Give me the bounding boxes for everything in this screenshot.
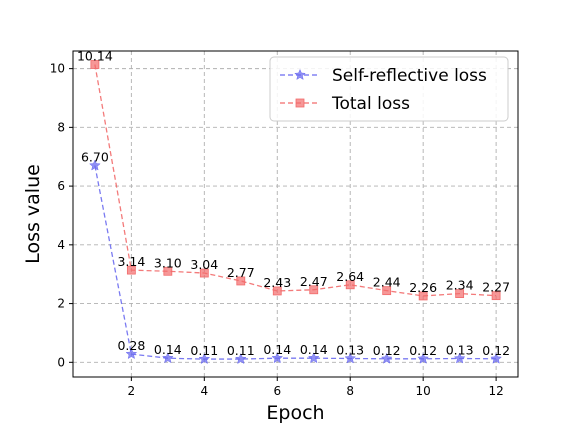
data-point-total-loss: [199, 268, 209, 278]
data-label-self-reflective-loss: 0.14: [300, 342, 328, 357]
data-label-self-reflective-loss: 0.14: [263, 342, 291, 357]
data-point-total-loss: [455, 289, 465, 298]
data-point-total-loss: [236, 276, 246, 286]
data-point-total-loss: [163, 266, 173, 276]
tick-layer: 2 4 6 8 10 12 0 2 4 6 8 10: [50, 62, 504, 398]
data-label-layer: 6.70 0.28 0.14 0.11 0.11 0.14 0.14 0.13 0.12 0.12…: [77, 49, 510, 359]
data-point-total-loss: [418, 291, 428, 301]
data-point-self-reflective-loss: [307, 352, 320, 364]
data-label-total-loss: 3.04: [190, 257, 218, 272]
data-label-self-reflective-loss: 0.11: [227, 343, 255, 358]
data-point-total-loss: [90, 60, 100, 69]
data-label-self-reflective-loss: 0.28: [117, 338, 145, 353]
data-point-total-loss: [272, 286, 282, 296]
data-point-self-reflective-loss: [344, 352, 357, 364]
x-tick-label: 8: [346, 384, 354, 398]
y-tick-label: 8: [57, 120, 65, 134]
data-label-self-reflective-loss: 0.12: [482, 343, 510, 358]
data-point-self-reflective-loss: [417, 352, 430, 364]
y-tick-label: 2: [57, 297, 65, 311]
data-label-total-loss: 2.26: [409, 280, 437, 295]
y-tick-label: 10: [50, 62, 65, 76]
legend-label-total-loss: Total loss: [331, 94, 410, 114]
data-label-total-loss: 2.34: [446, 278, 474, 293]
data-point-total-loss: [345, 280, 355, 290]
data-point-self-reflective-loss: [453, 352, 466, 364]
data-label-total-loss: 10.14: [77, 49, 113, 64]
data-point-total-loss: [491, 291, 501, 301]
legend-label-self-reflective-loss: Self-reflective loss: [332, 66, 487, 86]
series-line-self-reflective-loss: [94, 165, 497, 360]
data-label-total-loss: 2.44: [373, 275, 401, 290]
data-point-self-reflective-loss: [490, 352, 502, 364]
data-point-self-reflective-loss: [161, 352, 174, 364]
x-tick-label: 10: [416, 384, 431, 398]
x-tick-label: 2: [128, 384, 136, 398]
plot-frame: [72, 50, 519, 378]
y-tick-label: 6: [57, 179, 65, 193]
y-tick-label: 0: [57, 355, 65, 369]
data-label-total-loss: 2.64: [336, 269, 364, 284]
data-label-self-reflective-loss: 0.14: [154, 342, 182, 357]
x-tick-label: 12: [488, 384, 503, 398]
data-point-self-reflective-loss: [234, 352, 247, 365]
data-point-total-loss: [382, 286, 392, 296]
data-label-total-loss: 2.27: [482, 280, 510, 295]
legend: Self-reflective loss Total loss: [269, 56, 509, 122]
x-tick-label: 6: [273, 384, 281, 398]
y-axis-title: Loss value: [22, 164, 44, 264]
data-point-self-reflective-loss: [89, 159, 101, 171]
data-point-self-reflective-loss: [198, 352, 211, 365]
data-label-self-reflective-loss: 0.12: [373, 343, 401, 358]
x-tick-label: 4: [200, 384, 208, 398]
x-axis-title: Epoch: [266, 402, 324, 424]
y-tick-label: 4: [57, 238, 65, 252]
data-label-self-reflective-loss: 0.12: [409, 343, 437, 358]
series-total-loss: [90, 60, 501, 301]
data-label-self-reflective-loss: 0.11: [190, 343, 218, 358]
data-label-self-reflective-loss: 0.13: [336, 342, 364, 357]
legend-marker-total-loss: [295, 98, 305, 108]
series-self-reflective-loss: [89, 159, 502, 365]
data-point-self-reflective-loss: [271, 352, 284, 364]
data-point-total-loss: [126, 265, 136, 275]
data-point-total-loss: [309, 285, 319, 295]
grid-layer: [73, 51, 518, 377]
data-label-total-loss: 2.43: [263, 275, 291, 290]
legend-box: [269, 56, 509, 122]
data-label-total-loss: 3.14: [117, 254, 145, 269]
data-label-total-loss: 2.47: [300, 274, 328, 289]
data-label-self-reflective-loss: 0.13: [446, 342, 474, 357]
data-label-total-loss: 3.10: [154, 255, 182, 270]
series-layer: [89, 60, 502, 365]
data-label-self-reflective-loss: 6.70: [81, 150, 109, 165]
data-point-self-reflective-loss: [125, 347, 138, 360]
legend-marker-self-reflective-loss: [294, 68, 306, 80]
data-label-total-loss: 2.77: [227, 265, 255, 280]
data-point-self-reflective-loss: [380, 352, 393, 364]
